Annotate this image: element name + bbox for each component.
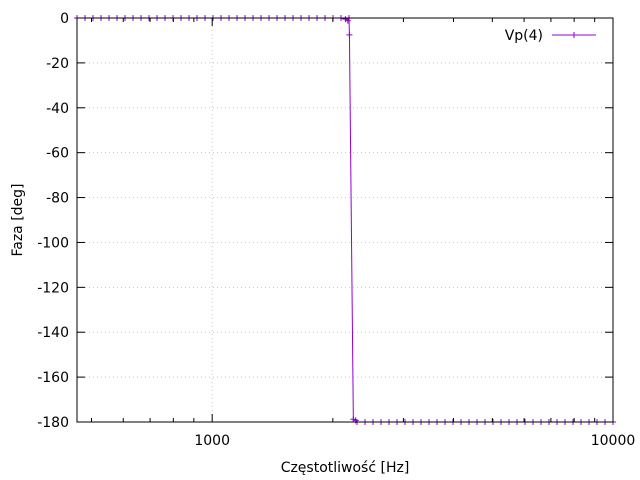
- grid-lines: [77, 18, 613, 422]
- y-tick-label: -60: [46, 146, 69, 162]
- y-tick-label: -40: [46, 101, 69, 117]
- plot-border: [76, 17, 614, 423]
- y-axis-label: Faza [deg]: [10, 183, 26, 256]
- y-axis: 0 -20 -40 -60 -80 -100 -120 -140 -160 -180: [37, 11, 613, 431]
- y-tick-label: -160: [37, 370, 69, 386]
- x-tick-label: 1000: [194, 433, 230, 449]
- legend: Vp(4): [505, 28, 596, 44]
- data-point: [344, 17, 351, 24]
- y-tick-label: -180: [37, 415, 69, 431]
- x-tick-label: 10000: [591, 433, 636, 449]
- legend-label: Vp(4): [505, 28, 543, 44]
- y-tick-label: 0: [60, 11, 69, 27]
- y-tick-label: -140: [37, 325, 69, 341]
- y-tick-label: -100: [37, 235, 69, 251]
- x-axis: 1000 10000: [91, 18, 636, 449]
- data-point: [346, 31, 353, 38]
- legend-marker: [571, 32, 577, 38]
- series-layer: [74, 15, 616, 425]
- x-axis-label: Częstotliwość [Hz]: [281, 460, 410, 476]
- y-tick-label: -120: [37, 280, 69, 296]
- y-tick-label: -20: [46, 56, 69, 72]
- y-tick-label: -80: [46, 191, 69, 207]
- series-line: [77, 17, 613, 423]
